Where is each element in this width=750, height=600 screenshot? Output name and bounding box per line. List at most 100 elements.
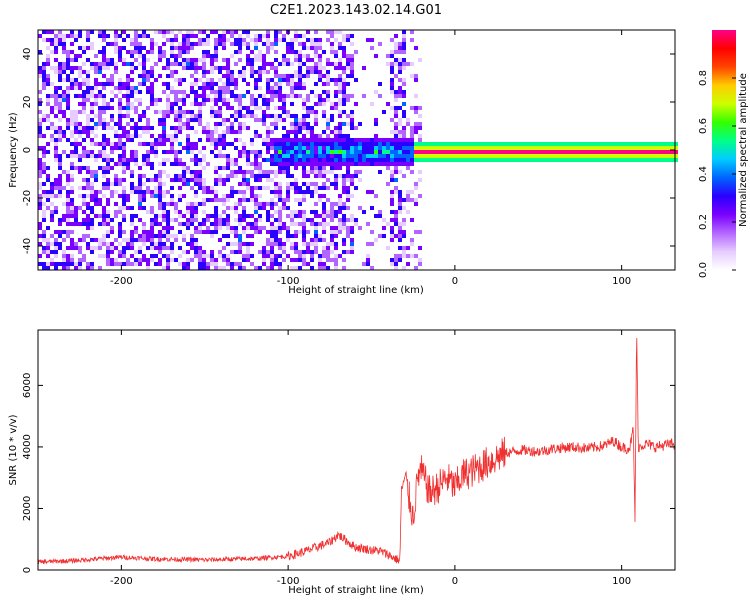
spectrogram-cell [110,90,114,94]
spectrogram-cell [338,30,342,34]
spectrogram-cell [114,202,118,206]
spectrogram-cell [406,262,410,266]
spectrogram-cell [242,74,246,78]
spectrogram-cell [578,150,582,154]
spectrogram-cell [262,62,266,66]
spectrogram-cell [606,146,610,150]
spectrogram-cell [334,82,338,86]
spectrogram-cell [290,210,294,214]
spectrogram-cell [138,238,142,242]
spectrogram-cell [170,38,174,42]
spectrogram-cell [58,66,62,70]
spectrogram-cell [406,150,410,154]
spectrogram-cell [166,82,170,86]
spectrogram-cell [150,258,154,262]
spectrogram-cell [58,154,62,158]
spectrogram-cell [170,218,174,222]
spectrogram-cell [250,162,254,166]
spectrogram-cell [454,158,458,162]
spectrogram-cell [166,150,170,154]
spectrogram-cell [274,238,278,242]
spectrogram-cell [82,70,86,74]
spectrogram-cell [578,154,582,158]
spectrogram-cell [222,146,226,150]
spectrogram-cell [50,122,54,126]
spectrogram-cell [314,170,318,174]
spectrogram-cell [90,66,94,70]
spectrogram-cell [334,162,338,166]
spectrogram-cell [338,114,342,118]
spectrogram-cell [346,142,350,146]
spectrogram-cell [298,118,302,122]
spectrogram-cell [198,262,202,266]
spectrogram-cell [114,210,118,214]
spectrogram-cell [54,42,58,46]
spectrogram-cell [194,178,198,182]
spectrogram-cell [666,142,670,146]
spectrogram-cell [294,118,298,122]
snr-frame [37,329,676,571]
spectrogram-cell [350,74,354,78]
spectrogram-cell [122,230,126,234]
spectrogram-cell [146,246,150,250]
spectrogram-cell [122,218,126,222]
spectrogram-cell [170,54,174,58]
spectrogram-cell [102,102,106,106]
spectrogram-cell [218,154,222,158]
spectrogram-cell [242,206,246,210]
spectrogram-cell [394,266,398,270]
spectrogram-cell [90,238,94,242]
spectrogram-cell [54,254,58,258]
spectrogram-cell [202,66,206,70]
spectrogram-cell [86,226,90,230]
spectrogram-cell [134,58,138,62]
spectrogram-cell [546,142,550,146]
spectrogram-cell [202,74,206,78]
spectrogram-cell [274,182,278,186]
spectrogram-cell [90,30,94,34]
spectrogram-cell [130,78,134,82]
spectrogram-cell [62,238,66,242]
spectrogram-cell [130,186,134,190]
spectrogram-cell [214,142,218,146]
spectrogram-cell [118,262,122,266]
spectrogram-cell [138,74,142,78]
spectrogram-cell [226,82,230,86]
spectrogram-cell [102,182,106,186]
spectrogram-cell [338,194,342,198]
spectrogram-cell [106,178,110,182]
spectrogram-cell [38,90,42,94]
spectrogram-cell [466,150,470,154]
spectrogram-cell [122,106,126,110]
spectrogram-cell [450,146,454,150]
spectrogram-cell [346,226,350,230]
spectrogram-cell [270,78,274,82]
spectrogram-cell [470,154,474,158]
spectrogram-cell [54,102,58,106]
spectrogram-cell [330,170,334,174]
spectrogram-cell [322,186,326,190]
spectrogram-cell [162,138,166,142]
spectrogram-cell [158,98,162,102]
spectrogram-cell [590,142,594,146]
spectrogram-cell [326,30,330,34]
spectrogram-cell [202,30,206,34]
spectrogram-cell [270,94,274,98]
spectrogram-cell [306,106,310,110]
spectrogram-cell [118,46,122,50]
spectrogram-cell [170,70,174,74]
spectrogram-cell [46,62,50,66]
spectrogram-cell [150,50,154,54]
spectrogram-cell [394,110,398,114]
spectrogram-cell [150,86,154,90]
spectrogram-cell [658,154,662,158]
spectrogram-cell [334,146,338,150]
spectrogram-cell [334,202,338,206]
spectrogram-cell [302,34,306,38]
spectrogram-cell [162,30,166,34]
spectrogram-cell [102,174,106,178]
spectrogram-cell [106,106,110,110]
spectrogram-cell [614,150,618,154]
spectrogram-cell [102,98,106,102]
spectrogram-cell [70,198,74,202]
